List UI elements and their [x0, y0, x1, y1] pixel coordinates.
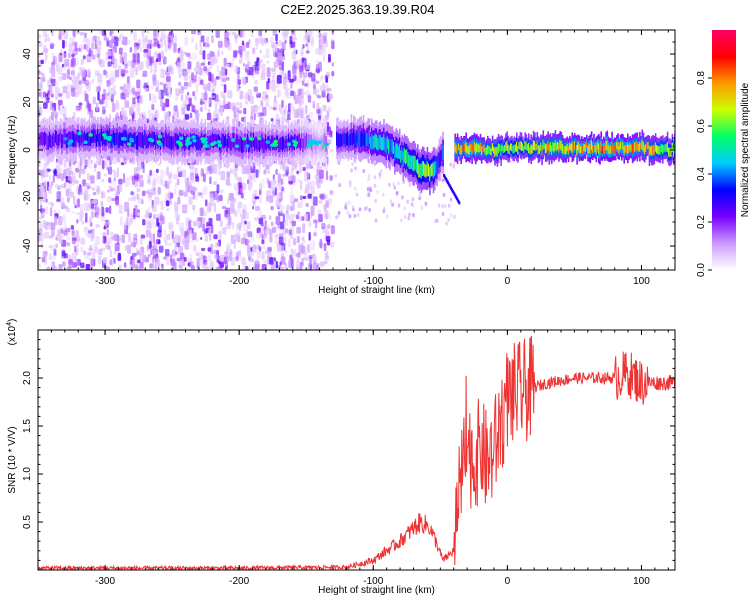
x-tick-label: 100 — [633, 576, 650, 587]
snr-panel: -300 -200 -100 0 100 0.5 1.0 1.5 2.0 Height of st… — [6, 319, 676, 596]
y-tick-label: 2.0 — [22, 371, 33, 385]
y-tick-label: 1.5 — [22, 419, 33, 433]
snr-multiplier-label: (x104) — [6, 319, 18, 346]
y-tick-label: 0.5 — [22, 515, 33, 529]
x-tick-label: 0 — [505, 576, 511, 587]
y-tick-label: -40 — [22, 238, 33, 253]
y-tick-label: 40 — [22, 48, 33, 60]
y-tick-label: 20 — [22, 96, 33, 108]
colorbar-gradient — [712, 30, 736, 270]
x-tick-label: -200 — [229, 276, 249, 287]
x-tick-label: -100 — [363, 576, 383, 587]
spectrogram-x-axis-label: Height of straight line (km) — [318, 285, 435, 296]
x-tick-label: 100 — [633, 276, 650, 287]
colorbar-label: Normalized spectral amplitude — [740, 82, 750, 217]
y-tick-label: 1.0 — [22, 467, 33, 481]
x-tick-label: -200 — [229, 576, 249, 587]
colorbar-tick-label: 0.4 — [696, 167, 707, 181]
snr-frame — [37, 329, 676, 571]
x-tick-label: 0 — [505, 276, 511, 287]
colorbar: 0.0 0.2 0.4 0.6 0.8 Normalized spectral ampli… — [696, 30, 750, 277]
snr-background — [38, 330, 675, 570]
snr-y-axis-label: SNR (10 * V/V) — [7, 426, 18, 493]
y-tick-label: -20 — [22, 190, 33, 205]
snr-x-axis-label: Height of straight line (km) — [318, 585, 435, 596]
x-tick-label: -100 — [363, 276, 383, 287]
snr-plot-area — [38, 335, 675, 570]
snr-series-line — [38, 335, 675, 570]
y-tick-label: 0 — [22, 147, 33, 153]
x-tick-label: -300 — [95, 576, 115, 587]
spectrogram-heatmap — [38, 30, 675, 270]
spectrogram-y-axis-label: Frequency (Hz) — [7, 116, 18, 185]
colorbar-tick-label: 0.0 — [696, 263, 707, 277]
colorbar-tick-label: 0.8 — [696, 71, 707, 85]
colorbar-tick-label: 0.6 — [696, 119, 707, 133]
colorbar-tick-label: 0.2 — [696, 215, 707, 229]
x-tick-label: -300 — [95, 276, 115, 287]
page-title: C2E2.2025.363.19.39.R04 — [280, 2, 435, 17]
